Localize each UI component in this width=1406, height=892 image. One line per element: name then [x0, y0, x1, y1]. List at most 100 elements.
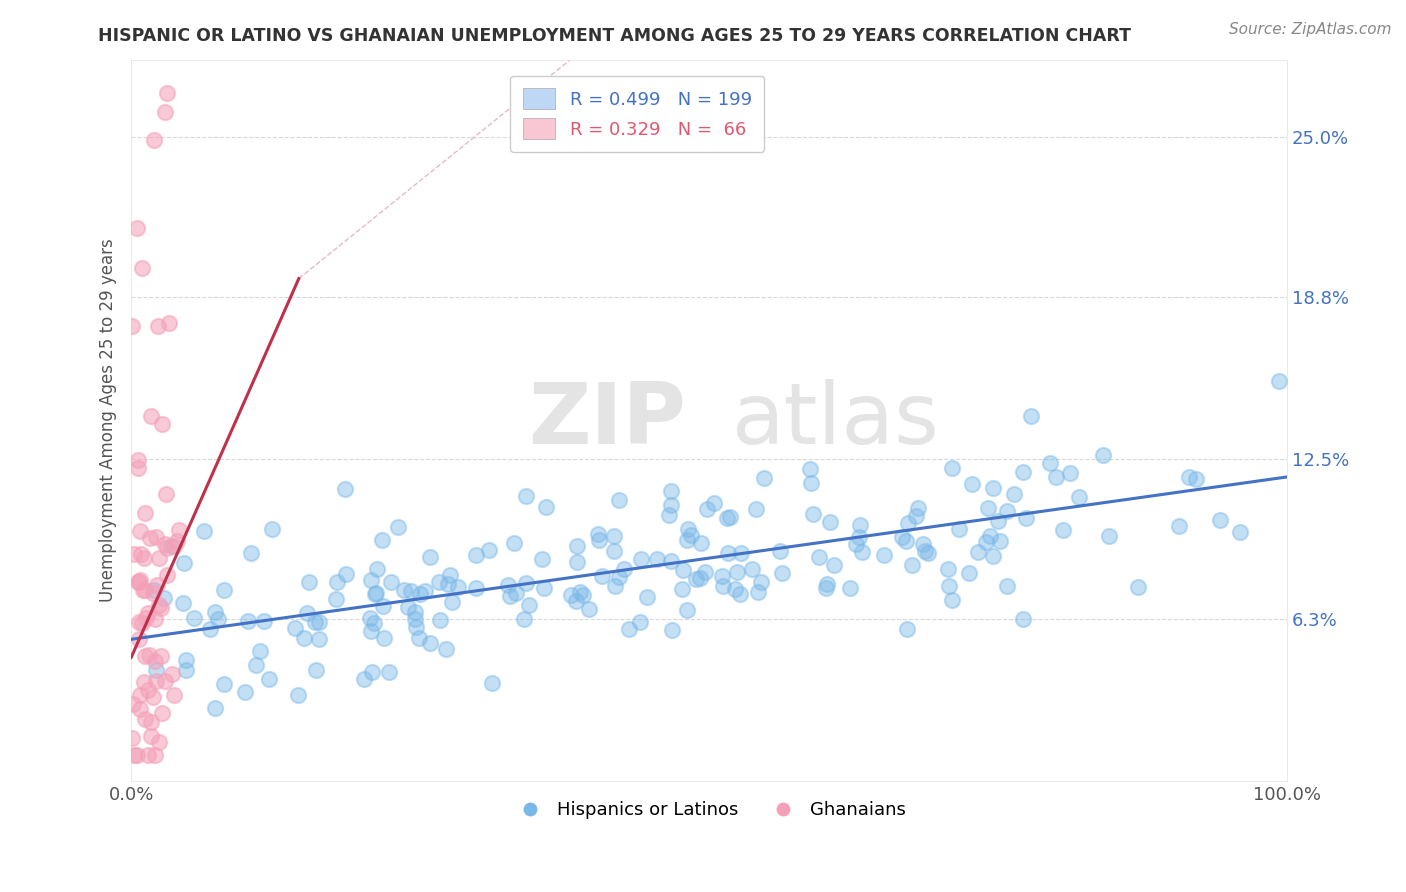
Point — [262, 522, 284, 536]
Point — [427, 574, 450, 589]
Point — [636, 591, 658, 605]
Point — [481, 676, 503, 690]
Point — [645, 551, 668, 566]
Point — [174, 663, 197, 677]
Point — [404, 605, 426, 619]
Point — [914, 544, 936, 558]
Point — [917, 545, 939, 559]
Point — [146, 318, 169, 333]
Point — [676, 522, 699, 536]
Point — [675, 533, 697, 548]
Point — [872, 548, 894, 562]
Point — [396, 600, 419, 615]
Point — [515, 490, 537, 504]
Point — [1059, 466, 1081, 480]
Point — [901, 558, 924, 572]
Point — [284, 621, 307, 635]
Point — [173, 557, 195, 571]
Point — [127, 220, 149, 235]
Point — [156, 87, 179, 101]
Point — [353, 672, 375, 686]
Point — [249, 644, 271, 658]
Point — [128, 615, 150, 629]
Point — [988, 533, 1011, 548]
Point — [848, 530, 870, 544]
Point — [896, 623, 918, 637]
Point — [129, 689, 152, 703]
Point — [156, 568, 179, 582]
Point — [253, 614, 276, 628]
Point — [1168, 519, 1191, 533]
Legend: Hispanics or Latinos, Ghanaians: Hispanics or Latinos, Ghanaians — [505, 794, 914, 826]
Point — [565, 555, 588, 569]
Point — [413, 583, 436, 598]
Point — [981, 549, 1004, 564]
Point — [981, 481, 1004, 495]
Point — [419, 635, 441, 649]
Point — [890, 530, 912, 544]
Point — [136, 748, 159, 763]
Point — [814, 582, 837, 596]
Point — [143, 133, 166, 147]
Point — [517, 598, 540, 612]
Point — [1091, 448, 1114, 462]
Point — [142, 690, 165, 704]
Point — [505, 586, 527, 600]
Point — [658, 508, 681, 522]
Point — [730, 587, 752, 601]
Point — [839, 581, 862, 595]
Point — [132, 551, 155, 566]
Point — [360, 624, 382, 638]
Point — [987, 514, 1010, 528]
Point — [153, 536, 176, 550]
Point — [603, 544, 626, 558]
Point — [200, 622, 222, 636]
Point — [405, 619, 427, 633]
Point — [145, 664, 167, 678]
Point — [172, 596, 194, 610]
Point — [236, 615, 259, 629]
Point — [124, 748, 146, 763]
Point — [533, 581, 555, 595]
Point — [131, 261, 153, 276]
Point — [849, 517, 872, 532]
Point — [1209, 513, 1232, 527]
Point — [153, 591, 176, 606]
Point — [499, 589, 522, 603]
Point — [122, 547, 145, 561]
Point — [434, 641, 457, 656]
Point — [287, 688, 309, 702]
Point — [1098, 528, 1121, 542]
Point — [308, 615, 330, 629]
Point — [134, 506, 156, 520]
Point — [121, 318, 143, 333]
Point — [897, 516, 920, 530]
Point — [146, 578, 169, 592]
Point — [149, 601, 172, 615]
Point — [134, 674, 156, 689]
Point — [536, 500, 558, 515]
Point — [717, 546, 740, 560]
Point — [659, 483, 682, 498]
Point — [818, 515, 841, 529]
Point — [408, 632, 430, 646]
Point — [366, 562, 388, 576]
Point — [335, 482, 357, 496]
Point — [1069, 490, 1091, 504]
Point — [936, 562, 959, 576]
Point — [259, 672, 281, 686]
Point — [730, 546, 752, 560]
Point — [361, 665, 384, 679]
Point — [292, 631, 315, 645]
Point — [136, 606, 159, 620]
Point — [1015, 511, 1038, 525]
Point — [128, 524, 150, 538]
Point — [907, 500, 929, 515]
Point — [143, 655, 166, 669]
Point — [613, 562, 636, 576]
Point — [378, 665, 401, 679]
Point — [977, 501, 1000, 516]
Point — [823, 558, 845, 573]
Point — [725, 565, 748, 579]
Point — [139, 409, 162, 423]
